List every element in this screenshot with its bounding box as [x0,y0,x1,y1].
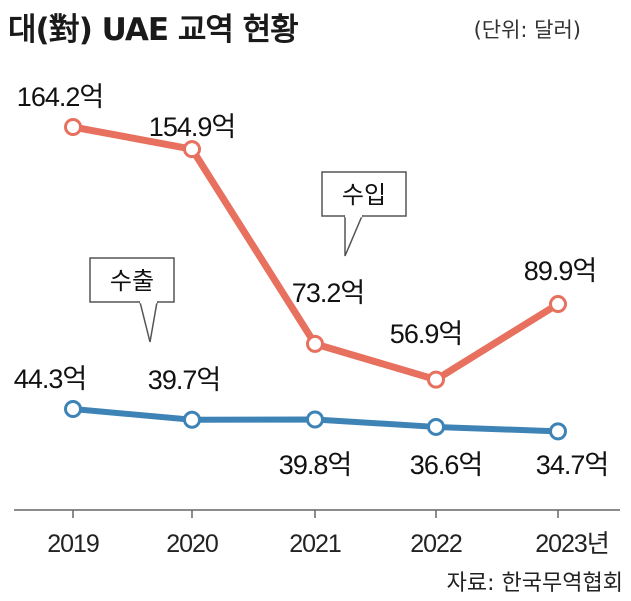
x-tick-label: 2022 [410,530,462,558]
data-point [427,370,445,389]
series-callout-box [89,257,175,303]
data-label: 39.7억 [148,365,220,395]
data-label: 73.2억 [292,278,364,308]
data-label: 164.2억 [17,82,103,112]
series-callout-label: 수입 [342,181,386,209]
data-point [306,334,324,353]
chart-source: 자료: 한국무역협회 [446,571,623,596]
x-tick-label: 2019 [47,530,99,558]
data-point [427,417,445,436]
data-label: 89.9억 [524,256,596,286]
series-points [64,118,567,441]
data-labels: 164.2억 154.9억 73.2억 56.9억 89.9억 44.3억 39.7억 39.… [14,82,609,480]
data-label: 36.6억 [410,450,482,480]
data-label: 34.7억 [536,450,608,480]
x-axis: 2019 2020 2021 2022 2023년 [14,509,620,558]
data-label: 56.9억 [390,319,462,349]
data-point [64,400,82,418]
series-callout-pointer [139,301,158,343]
data-point [183,140,201,159]
data-point [306,410,324,429]
x-tick-label: 2023년 [535,530,609,558]
x-tick-label: 2020 [166,530,218,558]
chart-unit-label: (단위: 달러) [473,18,581,42]
data-point [183,410,201,429]
x-tick-label: 2021 [289,530,341,558]
chart-title: 대(對) UAE 교역 현황 [8,12,299,48]
series-callout-box [321,171,407,217]
series-callout-pointer [344,215,364,257]
data-label: 44.3억 [14,364,86,394]
data-point [64,118,82,136]
data-label: 154.9억 [149,112,235,142]
data-point [549,295,567,314]
data-label: 39.8억 [279,450,351,480]
data-point [549,422,567,441]
series-callout-label: 수출 [110,267,154,295]
